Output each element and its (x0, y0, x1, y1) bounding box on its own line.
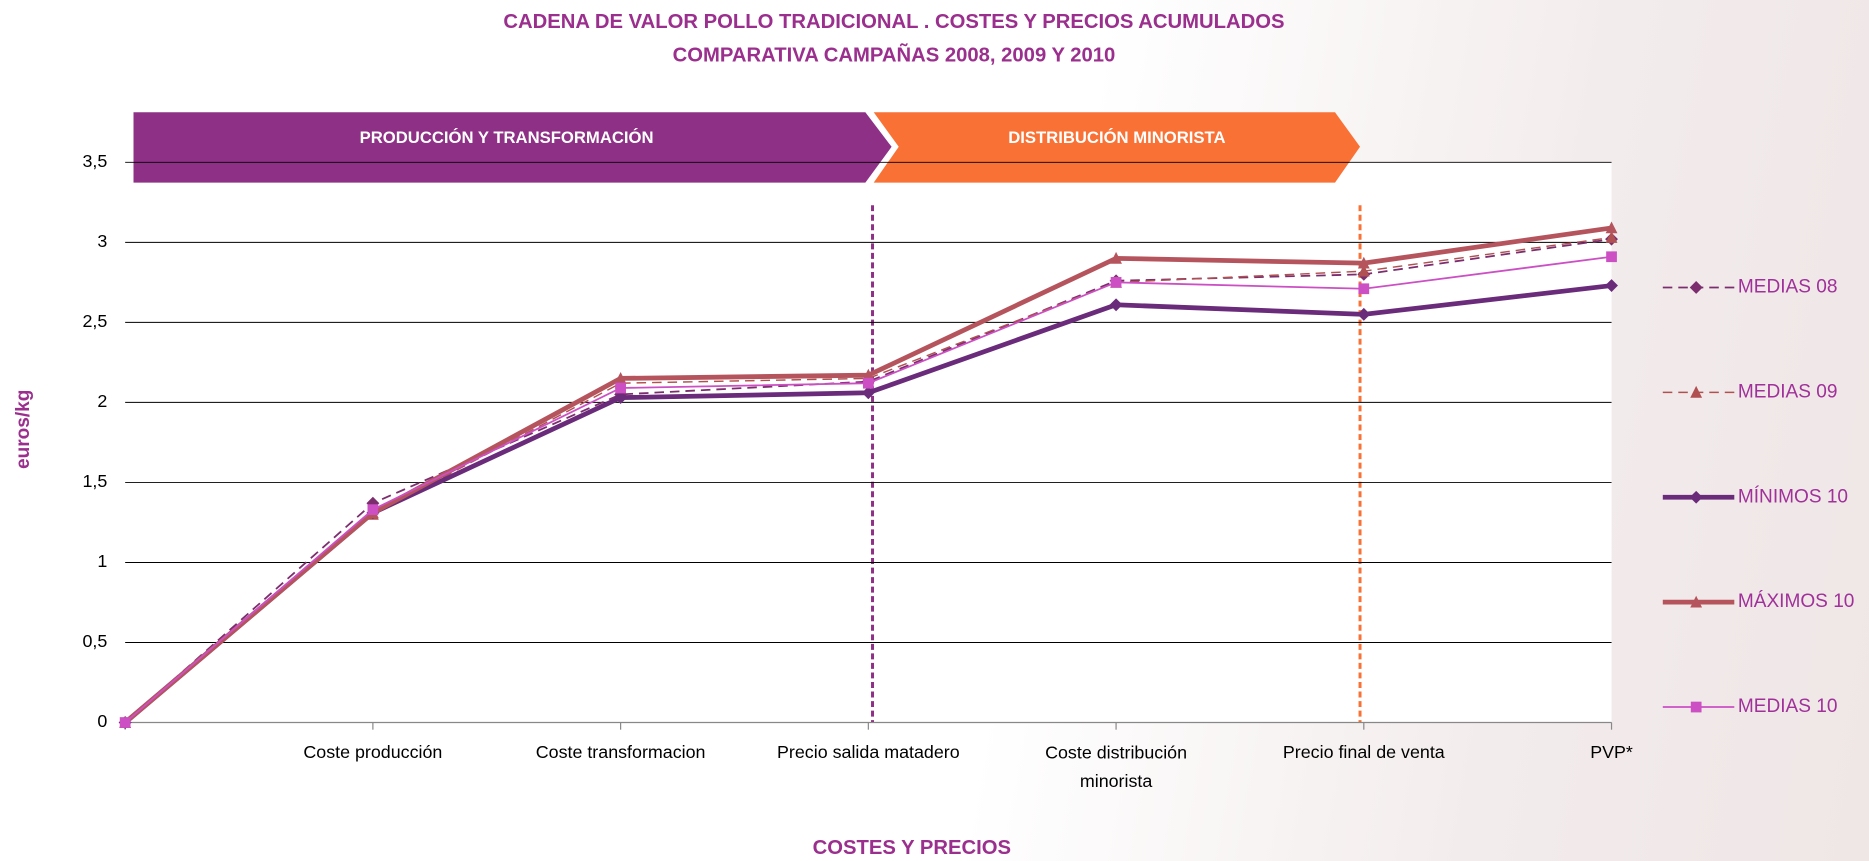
marker (367, 504, 379, 516)
marker (1690, 595, 1703, 608)
phase-label: PRODUCCIÓN Y TRANSFORMACIÓN (360, 128, 654, 147)
y-tick-label: 3 (97, 231, 107, 251)
marker (1605, 221, 1618, 234)
marker (1690, 385, 1703, 398)
y-axis-title: euros/kg (13, 390, 34, 469)
x-tick-label: Coste producción (303, 742, 442, 762)
marker (1110, 276, 1122, 288)
marker (1690, 701, 1702, 713)
y-tick-label: 2 (97, 391, 107, 411)
legend-label: MÍNIMOS 10 (1738, 486, 1848, 507)
chart-subtitle: COMPARATIVA CAMPAÑAS 2008, 2009 Y 2010 (673, 44, 1116, 67)
y-tick-label: 2,5 (82, 311, 107, 331)
marker (1357, 256, 1370, 269)
y-tick-label: 1 (97, 551, 107, 571)
marker (1605, 231, 1618, 243)
phase-label: DISTRIBUCIÓN MINORISTA (1008, 128, 1225, 147)
marker (1358, 283, 1370, 295)
marker (1357, 307, 1371, 321)
marker (1689, 490, 1703, 504)
x-tick-label: Precio final de venta (1283, 742, 1445, 762)
legend-label: MEDIAS 09 (1738, 381, 1838, 402)
phase-banner (873, 112, 1361, 183)
marker (615, 382, 626, 394)
plot-area (95, 162, 1612, 723)
x-tick-label: Precio salida matadero (777, 742, 960, 762)
chart-title: CADENA DE VALOR POLLO TRADICIONAL . COST… (503, 11, 1284, 33)
marker (1689, 281, 1703, 294)
x-tick-label: Coste transformacion (536, 742, 706, 762)
y-tick-label: 3,5 (82, 151, 107, 171)
marker (119, 717, 131, 728)
marker (1357, 264, 1370, 277)
y-tick-label: 0 (97, 711, 107, 731)
legend-label: MEDIAS 10 (1738, 696, 1838, 717)
marker (614, 391, 628, 405)
marker (862, 377, 874, 389)
marker (1110, 251, 1122, 264)
legend-label: MEDIAS 08 (1738, 276, 1838, 297)
x-tick-label: PVP* (1590, 742, 1633, 762)
marker (1606, 251, 1617, 263)
y-tick-label: 1,5 (82, 471, 107, 491)
phase-banner (133, 112, 892, 183)
x-axis-title: COSTES Y PRECIOS (813, 837, 1011, 859)
marker (862, 368, 875, 381)
x-tick-label: Coste distribución minorista (1045, 742, 1187, 791)
legend-label: MÁXIMOS 10 (1738, 591, 1855, 612)
y-tick-label: 0,5 (82, 631, 107, 651)
marker (614, 371, 627, 384)
